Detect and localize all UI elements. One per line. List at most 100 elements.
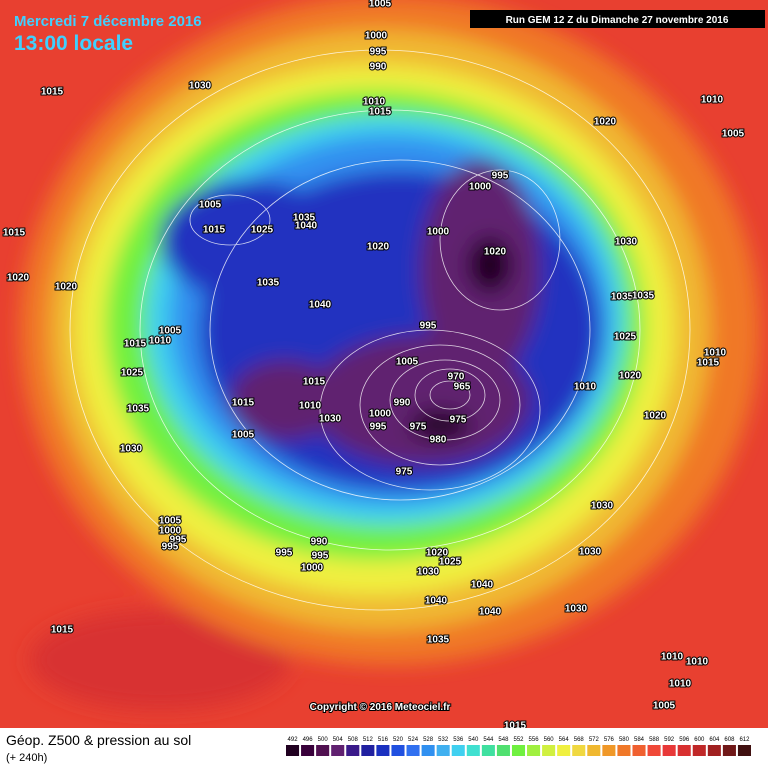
isobar-label: 1020 xyxy=(484,247,507,258)
legend-label: 516 xyxy=(378,737,389,743)
isobar-label: 1020 xyxy=(367,242,390,253)
legend-swatch xyxy=(722,745,736,756)
isobar-label: 1000 xyxy=(301,563,324,574)
run-box xyxy=(470,10,765,28)
isobar-label: 1005 xyxy=(232,430,255,441)
isobar-label: 1015 xyxy=(232,398,255,409)
legend-label: 572 xyxy=(589,737,600,743)
isobar-label: 995 xyxy=(492,171,509,182)
legend-label: 560 xyxy=(544,737,555,743)
legend-swatch xyxy=(361,745,375,756)
isobar-label: 1005 xyxy=(199,200,222,211)
legend-label: 492 xyxy=(288,737,299,743)
isobar-label: 1020 xyxy=(55,282,78,293)
legend-label: 588 xyxy=(649,737,660,743)
isobar-label: 975 xyxy=(450,415,467,426)
isobar-labels: 1005100099599010151030101010151010100510… xyxy=(2,0,746,733)
footer-lead: (+ 240h) xyxy=(6,752,47,764)
isobar-label: 1000 xyxy=(159,526,182,537)
legend-swatch xyxy=(707,745,721,756)
isobar-label: 995 xyxy=(312,551,329,562)
isobar-label: 1035 xyxy=(611,292,634,303)
isobar-label: 1015 xyxy=(303,377,326,388)
isobar-label: 1040 xyxy=(309,300,332,311)
isobar-label: 1040 xyxy=(471,580,494,591)
isobar-label: 1030 xyxy=(615,237,638,248)
isobar-label: 990 xyxy=(394,398,411,409)
copyright: Copyright © 2016 Meteociel.fr xyxy=(310,702,451,713)
legend-swatch xyxy=(406,745,420,756)
isobar-label: 1030 xyxy=(319,414,342,425)
isobar-label: 1025 xyxy=(251,225,274,236)
isobar-label: 1015 xyxy=(124,339,147,350)
isobar-label: 1010 xyxy=(686,657,709,668)
isobar-label: 970 xyxy=(448,372,465,383)
isobar-label: 1000 xyxy=(365,31,388,42)
isobar-label: 965 xyxy=(454,382,471,393)
isobar-label: 1005 xyxy=(396,357,419,368)
isobar-label: 1025 xyxy=(439,557,462,568)
legend-swatch xyxy=(542,745,556,756)
isobar-label: 1010 xyxy=(299,401,322,412)
legend-label: 544 xyxy=(483,737,494,743)
legend-label: 508 xyxy=(348,737,359,743)
isobar-label: 1010 xyxy=(149,336,172,347)
isobar-label: 1025 xyxy=(614,332,637,343)
isobar-label: 995 xyxy=(162,542,179,553)
isobar-label: 1020 xyxy=(619,371,642,382)
legend-swatch xyxy=(316,745,330,756)
legend-label: 580 xyxy=(619,737,630,743)
isobar-label: 1020 xyxy=(644,411,667,422)
legend-swatch xyxy=(331,745,345,756)
legend-swatch xyxy=(466,745,480,756)
isobar-label: 975 xyxy=(396,467,413,478)
legend-swatch xyxy=(511,745,526,756)
colorbar: 492 496 500 504 508 512 516 520 524 528 532 536 540 5… xyxy=(286,737,751,756)
geopotential-field xyxy=(20,0,760,710)
isobar-label: 1035 xyxy=(427,635,450,646)
isobar-label: 1010 xyxy=(669,679,692,690)
legend-label: 500 xyxy=(318,737,329,743)
isobar-label: 1035 xyxy=(293,213,316,224)
isobar-label: 1005 xyxy=(722,129,745,140)
isobar-label: 995 xyxy=(276,548,293,559)
legend-swatch xyxy=(421,745,435,756)
legend-swatch xyxy=(527,745,541,756)
legend-label: 596 xyxy=(679,737,690,743)
legend-label: 524 xyxy=(408,737,419,743)
legend-swatch xyxy=(617,745,631,756)
isobar-label: 975 xyxy=(410,422,427,433)
isobar-label: 1035 xyxy=(632,291,655,302)
legend-label: 608 xyxy=(724,737,735,743)
legend-label: 532 xyxy=(438,737,449,743)
legend-swatch xyxy=(496,745,510,756)
legend-label: 548 xyxy=(498,737,509,743)
forecast-date: Mercredi 7 décembre 2016 xyxy=(14,13,202,30)
legend-label: 496 xyxy=(303,737,314,743)
isobar-label: 1015 xyxy=(369,107,392,118)
isobar-label: 1020 xyxy=(7,273,30,284)
legend-swatch xyxy=(391,745,405,756)
isobar-label: 1030 xyxy=(591,501,614,512)
isobar-label: 1030 xyxy=(565,604,588,615)
isobar-label: 995 xyxy=(420,321,437,332)
legend-label: 512 xyxy=(363,737,374,743)
isobar-label: 995 xyxy=(370,422,387,433)
legend-label: 556 xyxy=(529,737,540,743)
isobar-label: 1030 xyxy=(579,547,602,558)
isobar-label: 990 xyxy=(311,537,328,548)
legend-label: 584 xyxy=(634,737,645,743)
isobar-label: 1010 xyxy=(574,382,597,393)
legend-swatch xyxy=(572,745,586,756)
legend-swatch xyxy=(286,745,300,756)
legend-label: 540 xyxy=(468,737,479,743)
isobar-label: 1020 xyxy=(426,548,449,559)
legend-swatch xyxy=(602,745,616,756)
isobar-label: 1020 xyxy=(594,117,617,128)
legend-label: 604 xyxy=(709,737,720,743)
isobar-label: 1015 xyxy=(41,87,64,98)
legend-label: 576 xyxy=(604,737,615,743)
legend-label: 528 xyxy=(423,737,434,743)
isobar-label: 1035 xyxy=(127,404,150,415)
legend-swatch xyxy=(677,745,691,756)
